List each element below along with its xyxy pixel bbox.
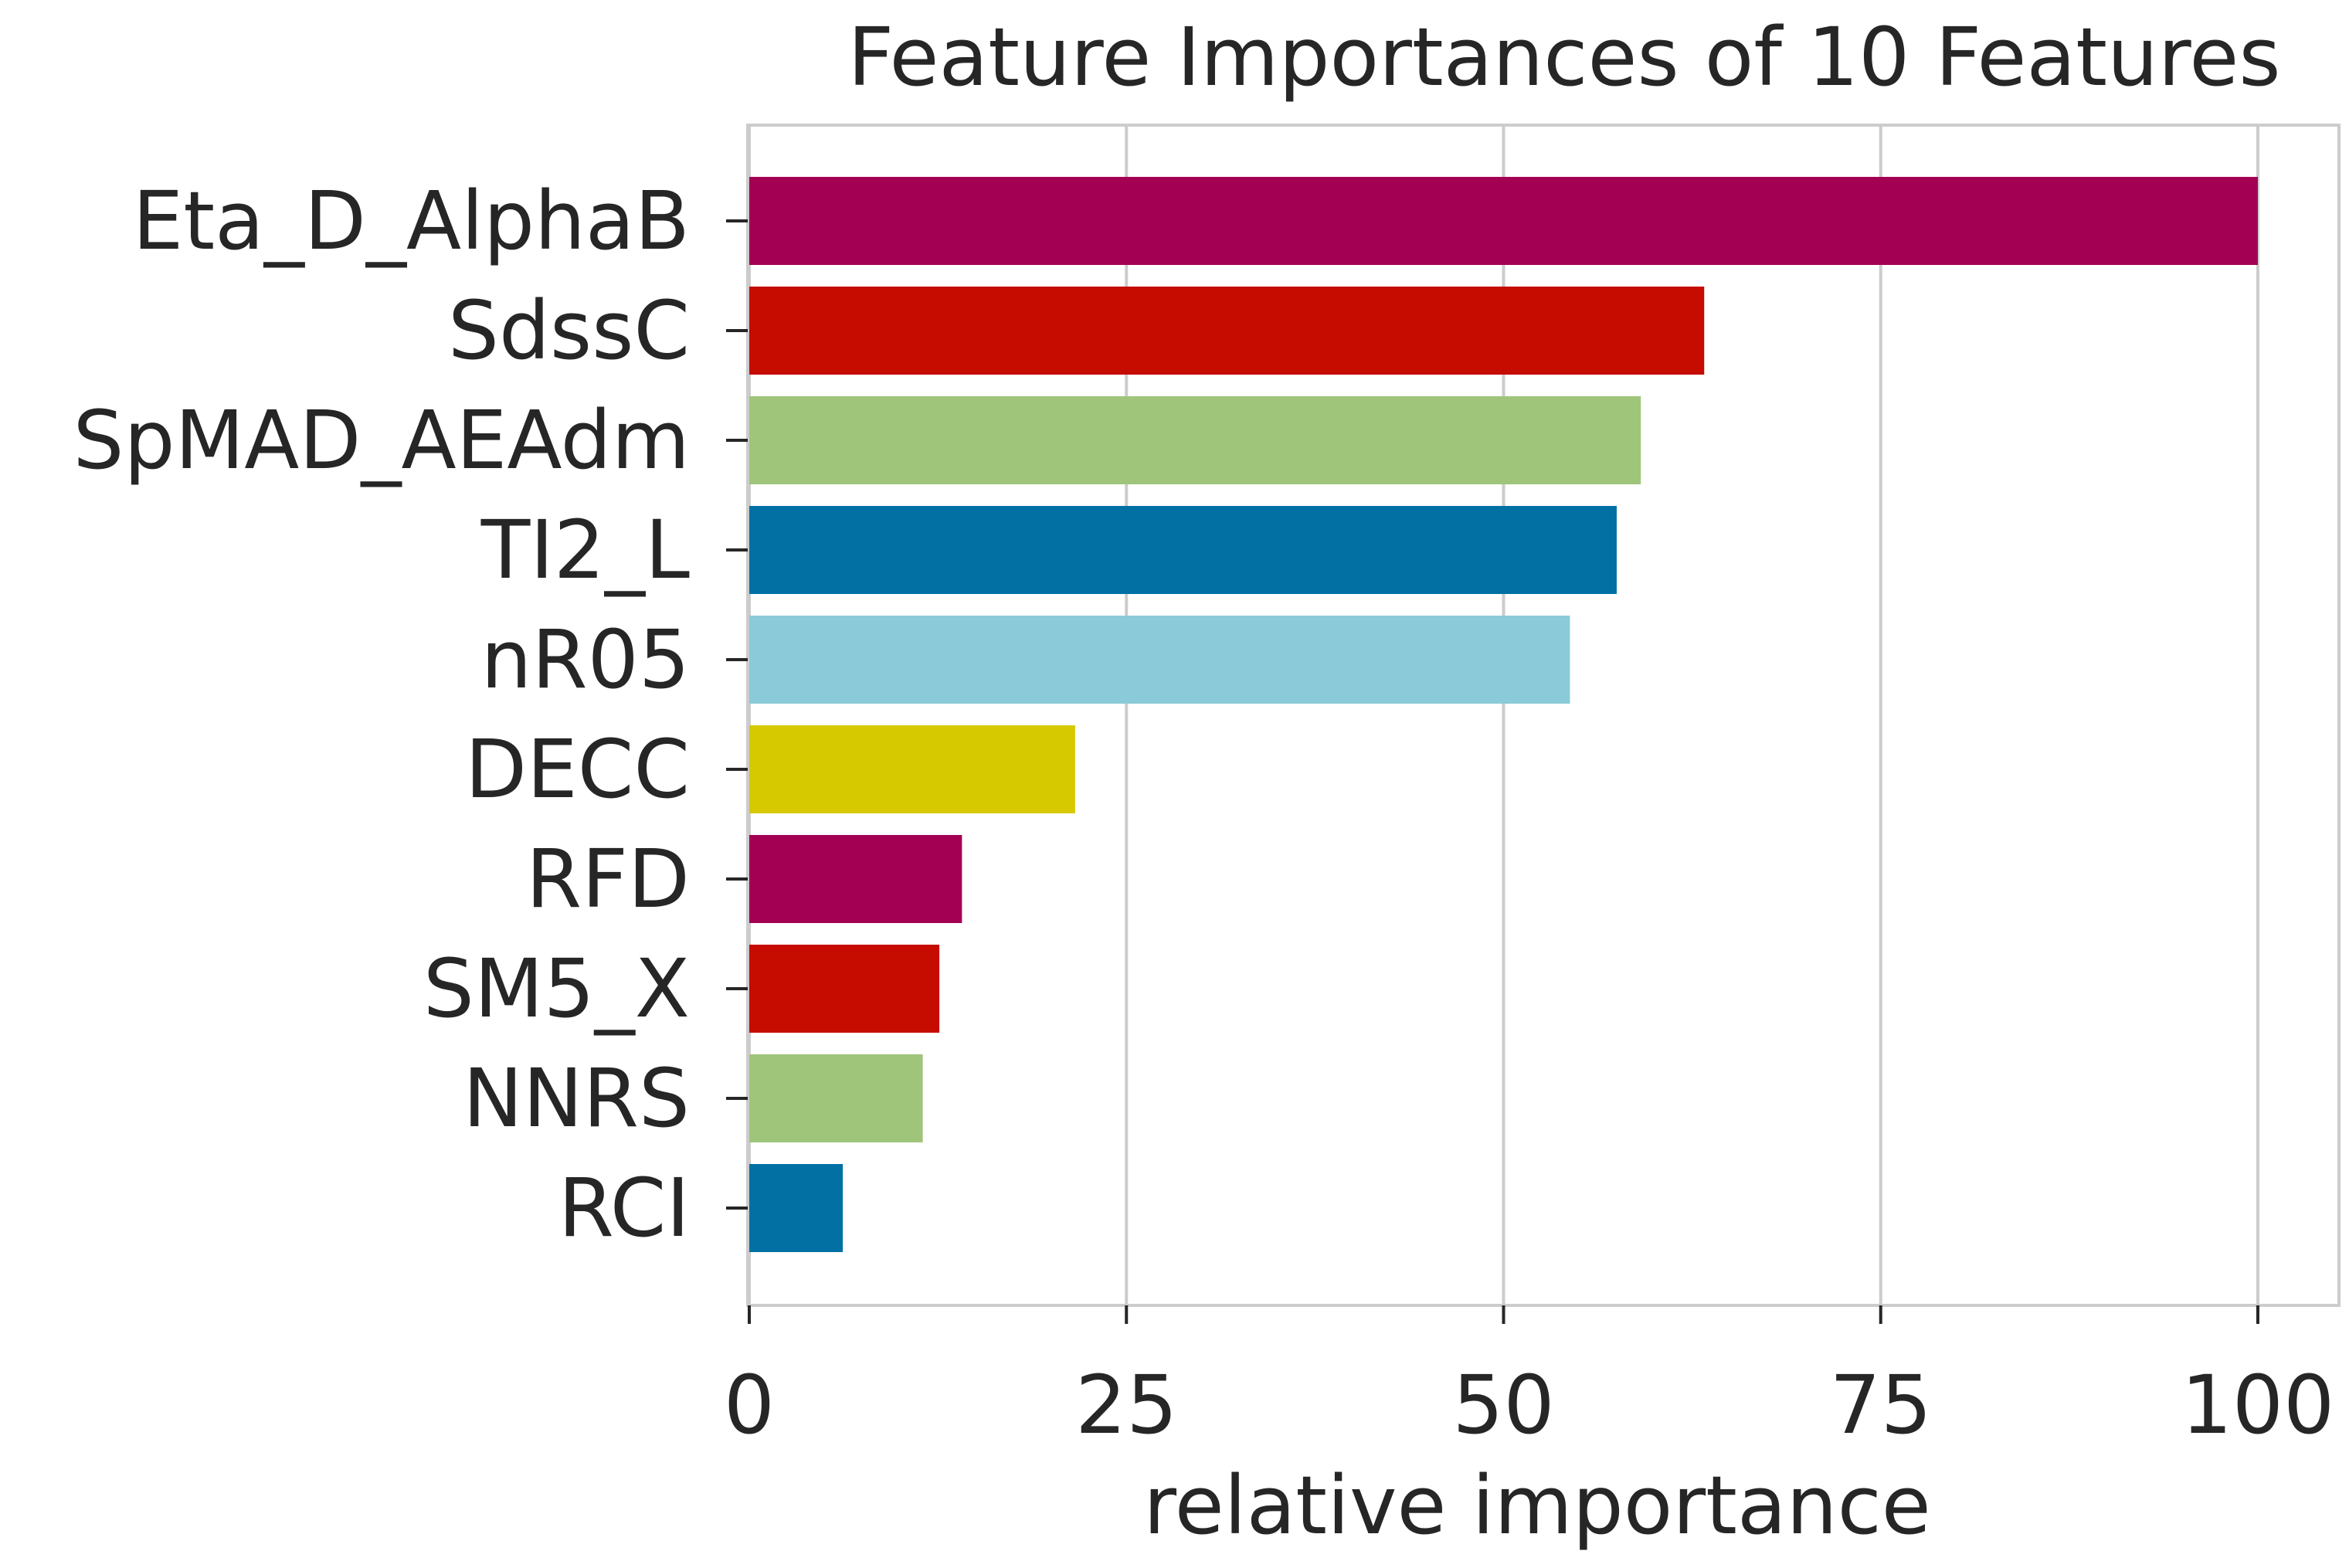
bar-rci bbox=[749, 1164, 844, 1252]
bar-spmad-aeadm bbox=[749, 396, 1641, 484]
bar-ti2-l bbox=[749, 506, 1617, 594]
x-tick-label-50: 50 bbox=[1452, 1358, 1554, 1452]
bar-sm5-x bbox=[749, 945, 940, 1033]
bar-rfd bbox=[749, 835, 962, 923]
bar-nnrs bbox=[749, 1054, 923, 1142]
y-tick-label-decc: DECC bbox=[465, 722, 690, 816]
y-tick-label-nr05: nR05 bbox=[480, 613, 690, 707]
x-axis-ticks: 0 25 50 75 100 bbox=[724, 1305, 2334, 1452]
y-tick-label-nnrs: NNRS bbox=[463, 1051, 690, 1145]
y-tick-label-sm5-x: SM5_X bbox=[423, 942, 690, 1036]
bar-nr05 bbox=[749, 616, 1570, 704]
plot-frame bbox=[746, 124, 2341, 1307]
y-tick-label-eta-d-alphab: Eta_D_AlphaB bbox=[133, 174, 690, 268]
bars bbox=[749, 177, 2258, 1252]
y-axis-ticks: Eta_D_AlphaB SdssC SpMAD_AEAdm TI2_L nR05 DEC… bbox=[73, 174, 748, 1255]
x-tick-label-75: 75 bbox=[1830, 1358, 1932, 1452]
x-tick-label-100: 100 bbox=[2181, 1358, 2335, 1452]
x-tick-label-0: 0 bbox=[724, 1358, 775, 1452]
y-tick-label-sdssc: SdssC bbox=[448, 283, 690, 378]
y-tick-label-ti2-l: TI2_L bbox=[480, 503, 690, 597]
x-axis-label: relative importance bbox=[1143, 1458, 1931, 1553]
y-tick-label-rfd: RFD bbox=[526, 832, 690, 926]
chart-title: Feature Importances of 10 Features bbox=[847, 10, 2280, 104]
bar-sdssc bbox=[749, 287, 1705, 375]
x-tick-label-25: 25 bbox=[1075, 1358, 1177, 1452]
bar-decc bbox=[749, 725, 1075, 813]
y-tick-label-spmad-aeadm: SpMAD_AEAdm bbox=[73, 393, 690, 487]
bar-eta-d-alphab bbox=[749, 177, 2258, 265]
y-tick-label-rci: RCI bbox=[558, 1161, 690, 1255]
